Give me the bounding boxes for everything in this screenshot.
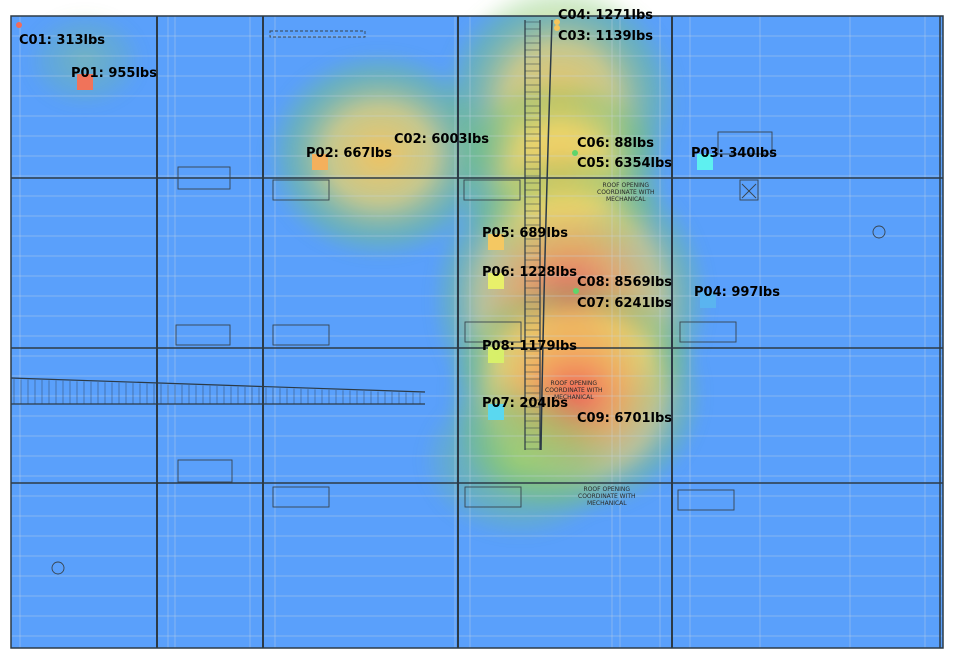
column-marker-c04[interactable] bbox=[554, 19, 560, 25]
column-marker-c06[interactable] bbox=[572, 150, 578, 156]
roof-opening-note-3: ROOF OPENING COORDINATE WITH MECHANICAL bbox=[578, 486, 636, 507]
column-marker-c01[interactable] bbox=[16, 22, 22, 28]
structural-beams bbox=[10, 15, 944, 649]
column-marker-c08[interactable] bbox=[573, 288, 579, 294]
column-marker-c03[interactable] bbox=[554, 25, 560, 31]
grid-lines bbox=[11, 16, 943, 648]
point-marker-p05[interactable] bbox=[488, 234, 504, 250]
roof-opening-note-1: ROOF OPENING COORDINATE WITH MECHANICAL bbox=[597, 182, 655, 203]
point-marker-p01[interactable] bbox=[77, 74, 93, 90]
point-marker-p03[interactable] bbox=[697, 154, 713, 170]
heat-zones bbox=[25, 0, 710, 540]
roof-opening-note-2: ROOF OPENING COORDINATE WITH MECHANICAL bbox=[545, 380, 603, 401]
point-marker-p02[interactable] bbox=[312, 154, 328, 170]
point-marker-p07[interactable] bbox=[488, 404, 504, 420]
point-marker-p04[interactable] bbox=[700, 292, 716, 308]
point-marker-p08[interactable] bbox=[488, 347, 504, 363]
point-marker-p06[interactable] bbox=[488, 273, 504, 289]
annotation-boxes bbox=[51, 30, 886, 575]
